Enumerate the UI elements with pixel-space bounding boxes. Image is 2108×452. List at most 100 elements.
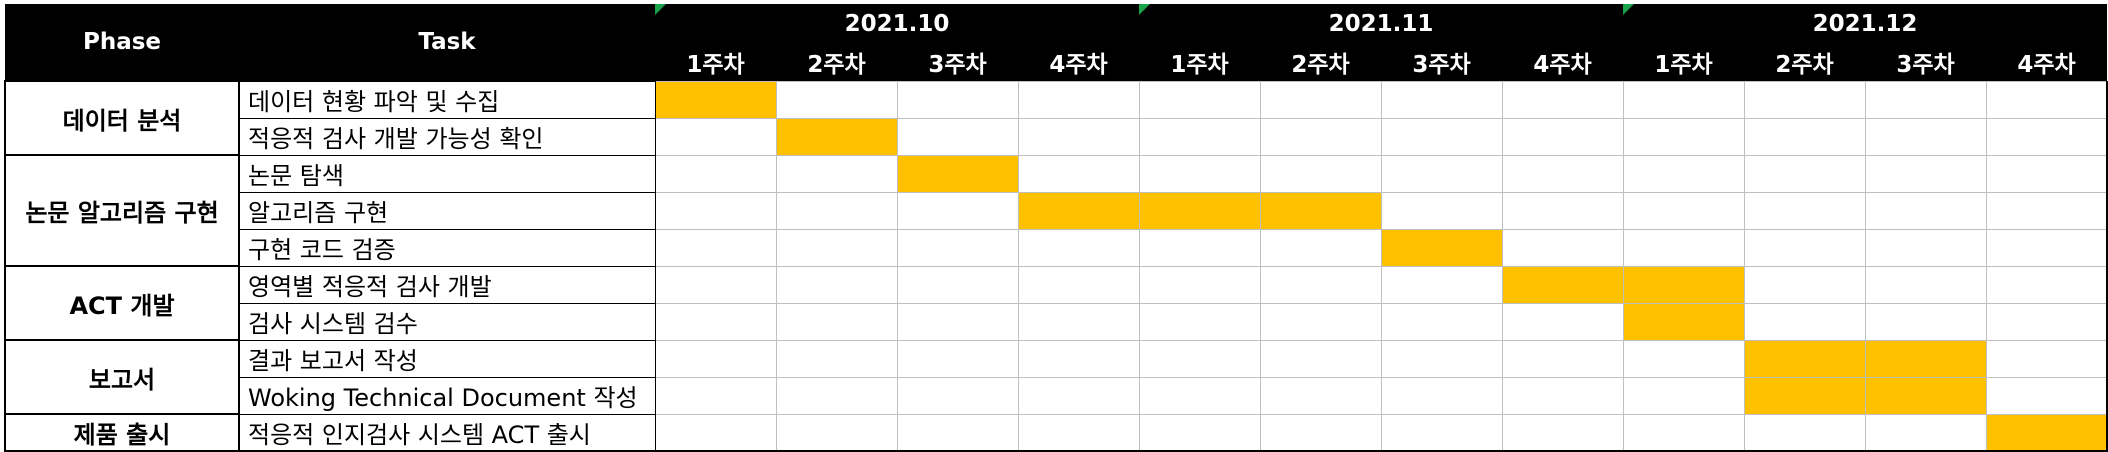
week-cell[interactable] xyxy=(775,413,898,452)
week-cell[interactable] xyxy=(1259,376,1382,415)
week-cell[interactable] xyxy=(1017,339,1140,378)
week-header[interactable]: 4주차 xyxy=(1986,44,2107,81)
week-cell[interactable] xyxy=(1138,117,1261,156)
task-cell[interactable]: 적응적 인지검사 시스템 ACT 출시 xyxy=(238,413,656,452)
week-cell[interactable] xyxy=(896,228,1019,267)
task-cell[interactable]: Woking Technical Document 작성 xyxy=(238,376,656,415)
gantt-bar-cell[interactable] xyxy=(896,154,1019,193)
week-cell[interactable] xyxy=(1985,228,2108,267)
week-cell[interactable] xyxy=(775,339,898,378)
week-cell[interactable] xyxy=(775,265,898,304)
week-header[interactable]: 3주차 xyxy=(1381,44,1502,81)
gantt-bar-cell[interactable] xyxy=(1743,376,1866,415)
week-cell[interactable] xyxy=(775,302,898,341)
week-header[interactable]: 4주차 xyxy=(1502,44,1623,81)
week-cell[interactable] xyxy=(1017,376,1140,415)
week-cell[interactable] xyxy=(654,117,777,156)
week-cell[interactable] xyxy=(775,376,898,415)
week-cell[interactable] xyxy=(1501,80,1624,119)
week-cell[interactable] xyxy=(1622,339,1745,378)
gantt-bar-cell[interactable] xyxy=(1864,376,1987,415)
week-cell[interactable] xyxy=(1743,191,1866,230)
week-cell[interactable] xyxy=(1501,191,1624,230)
week-cell[interactable] xyxy=(654,191,777,230)
week-cell[interactable] xyxy=(1138,80,1261,119)
week-header[interactable]: 2주차 xyxy=(776,44,897,81)
week-cell[interactable] xyxy=(1138,376,1261,415)
week-header[interactable]: 4주차 xyxy=(1018,44,1139,81)
week-cell[interactable] xyxy=(1864,191,1987,230)
week-cell[interactable] xyxy=(1380,302,1503,341)
phase-cell[interactable]: 데이터 분석 xyxy=(4,80,240,156)
week-cell[interactable] xyxy=(1743,302,1866,341)
week-cell[interactable] xyxy=(1622,228,1745,267)
week-cell[interactable] xyxy=(1622,191,1745,230)
gantt-bar-cell[interactable] xyxy=(1743,339,1866,378)
week-cell[interactable] xyxy=(1017,228,1140,267)
gantt-bar-cell[interactable] xyxy=(654,80,777,119)
week-cell[interactable] xyxy=(1138,339,1261,378)
week-cell[interactable] xyxy=(1501,228,1624,267)
week-cell[interactable] xyxy=(896,339,1019,378)
task-cell[interactable]: 구현 코드 검증 xyxy=(238,228,656,267)
week-cell[interactable] xyxy=(1985,117,2108,156)
week-cell[interactable] xyxy=(896,191,1019,230)
task-cell[interactable]: 검사 시스템 검수 xyxy=(238,302,656,341)
week-cell[interactable] xyxy=(896,302,1019,341)
week-cell[interactable] xyxy=(1380,191,1503,230)
week-cell[interactable] xyxy=(775,228,898,267)
week-cell[interactable] xyxy=(1743,413,1866,452)
week-cell[interactable] xyxy=(1138,265,1261,304)
week-cell[interactable] xyxy=(1743,228,1866,267)
gantt-bar-cell[interactable] xyxy=(1622,302,1745,341)
week-cell[interactable] xyxy=(1985,339,2108,378)
week-cell[interactable] xyxy=(1138,154,1261,193)
phase-cell[interactable]: ACT 개발 xyxy=(4,265,240,341)
week-cell[interactable] xyxy=(896,265,1019,304)
task-cell[interactable]: 데이터 현황 파악 및 수집 xyxy=(238,80,656,119)
week-cell[interactable] xyxy=(1259,154,1382,193)
week-cell[interactable] xyxy=(1985,191,2108,230)
week-cell[interactable] xyxy=(1259,80,1382,119)
phase-cell[interactable]: 제품 출시 xyxy=(4,413,240,452)
week-cell[interactable] xyxy=(1259,302,1382,341)
week-cell[interactable] xyxy=(1501,302,1624,341)
task-cell[interactable]: 영역별 적응적 검사 개발 xyxy=(238,265,656,304)
week-cell[interactable] xyxy=(1985,302,2108,341)
week-cell[interactable] xyxy=(1380,339,1503,378)
week-header[interactable]: 1주차 xyxy=(655,44,776,81)
week-cell[interactable] xyxy=(775,154,898,193)
week-cell[interactable] xyxy=(1743,154,1866,193)
phase-cell[interactable]: 보고서 xyxy=(4,339,240,415)
week-cell[interactable] xyxy=(1743,117,1866,156)
week-cell[interactable] xyxy=(1864,80,1987,119)
week-cell[interactable] xyxy=(1017,302,1140,341)
gantt-bar-cell[interactable] xyxy=(1985,413,2108,452)
week-cell[interactable] xyxy=(1864,154,1987,193)
week-cell[interactable] xyxy=(896,80,1019,119)
week-cell[interactable] xyxy=(1259,413,1382,452)
week-cell[interactable] xyxy=(1380,117,1503,156)
task-cell[interactable]: 알고리즘 구현 xyxy=(238,191,656,230)
task-cell[interactable]: 논문 탐색 xyxy=(238,154,656,193)
week-header[interactable]: 2주차 xyxy=(1744,44,1865,81)
week-cell[interactable] xyxy=(775,80,898,119)
week-cell[interactable] xyxy=(1985,265,2108,304)
week-cell[interactable] xyxy=(896,376,1019,415)
week-cell[interactable] xyxy=(654,302,777,341)
week-cell[interactable] xyxy=(1501,339,1624,378)
week-cell[interactable] xyxy=(1017,265,1140,304)
week-header[interactable]: 3주차 xyxy=(1865,44,1986,81)
week-cell[interactable] xyxy=(654,413,777,452)
week-cell[interactable] xyxy=(654,376,777,415)
week-cell[interactable] xyxy=(1622,413,1745,452)
week-cell[interactable] xyxy=(1259,117,1382,156)
week-cell[interactable] xyxy=(1017,80,1140,119)
week-cell[interactable] xyxy=(1622,117,1745,156)
week-cell[interactable] xyxy=(1864,117,1987,156)
week-cell[interactable] xyxy=(654,339,777,378)
week-cell[interactable] xyxy=(1138,413,1261,452)
week-cell[interactable] xyxy=(775,191,898,230)
gantt-bar-cell[interactable] xyxy=(1501,265,1624,304)
week-cell[interactable] xyxy=(1017,117,1140,156)
